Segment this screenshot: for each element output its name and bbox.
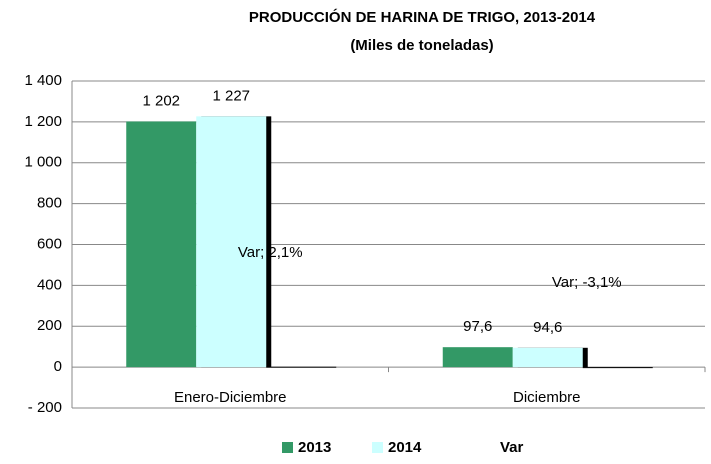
legend-swatch [282,442,293,453]
bar [266,366,337,368]
y-tick-label: 0 [54,358,62,375]
bar [512,347,583,368]
y-tick-label: 1 000 [24,154,62,171]
y-tick-label: - 200 [28,399,62,416]
x-tick-label: Enero-Diciembre [174,389,287,406]
legend-label: 2013 [298,439,331,456]
data-label: 1 202 [142,92,180,109]
data-label: 1 227 [212,87,250,104]
legend-label: 2014 [388,439,422,456]
y-tick-label: 400 [37,276,62,293]
data-label: Var; -3,1% [552,274,622,291]
legend-swatch [372,442,383,453]
y-tick-label: 200 [37,317,62,334]
x-tick-label: Diciembre [513,389,581,406]
y-tick-label: 600 [37,235,62,252]
y-tick-label: 1 400 [24,72,62,89]
bar [582,367,653,369]
y-tick-label: 800 [37,195,62,212]
bar [126,121,197,368]
bar [196,116,267,368]
bar [442,347,513,368]
y-tick-label: 1 200 [24,113,62,130]
chart-subtitle: (Miles de toneladas) [350,37,493,54]
data-label: 94,6 [533,319,562,336]
legend-label: Var [500,439,524,456]
data-label: Var; 2,1% [238,244,303,261]
data-label: 97,6 [463,318,492,335]
chart-title: PRODUCCIÓN DE HARINA DE TRIGO, 2013-2014 [249,8,596,26]
